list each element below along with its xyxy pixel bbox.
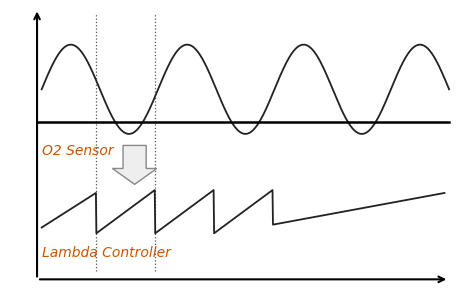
Polygon shape xyxy=(113,145,157,184)
Text: O2 Sensor: O2 Sensor xyxy=(42,144,113,158)
Text: Lambda Controller: Lambda Controller xyxy=(42,246,170,260)
